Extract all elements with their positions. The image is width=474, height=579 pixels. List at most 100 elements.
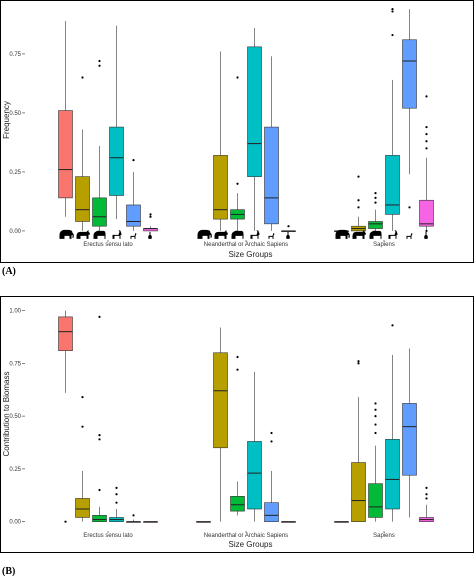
bison-icon (231, 230, 244, 239)
outlier-point (391, 324, 394, 327)
box-group (334, 521, 349, 523)
outlier-point (149, 213, 152, 216)
outlier-point (98, 59, 101, 63)
outlier-point (357, 360, 360, 363)
outlier-point (149, 215, 152, 218)
box-group (402, 348, 417, 518)
box (247, 46, 262, 177)
y-tick-label: 0.25 (9, 170, 21, 176)
y-tick-label: 0.50 (9, 414, 21, 420)
y-tick-label: 1.00 (9, 309, 21, 315)
y-tick-label: 0.25 (9, 467, 21, 473)
box (385, 439, 400, 510)
box (368, 483, 383, 518)
outlier-point (391, 10, 394, 13)
outlier-point (374, 196, 377, 199)
box-group (143, 213, 158, 232)
y-tick-label: 0.50 (9, 111, 21, 117)
hare-icon (148, 231, 152, 239)
outlier-point (236, 182, 239, 185)
hare-icon (286, 231, 290, 239)
box-group (402, 9, 417, 209)
outlier-point (425, 486, 428, 489)
outlier-point (374, 415, 377, 418)
box-group (75, 76, 90, 231)
bison-icon (93, 230, 106, 239)
outlier-point (98, 488, 101, 492)
panel-a-chart: 0.00 0.25 0.50 0.75 Frequency Erectus sensu l… (0, 0, 474, 263)
box (368, 221, 383, 229)
outlier-point (287, 225, 290, 228)
box (126, 204, 141, 227)
box-group (230, 355, 245, 516)
outlier-point (425, 229, 428, 233)
elephant-icon (335, 229, 350, 239)
outlier-point (425, 95, 428, 98)
box (247, 441, 262, 510)
box-group (385, 324, 400, 522)
box (213, 352, 228, 449)
elephant-icon (197, 229, 212, 239)
outlier-point (425, 493, 428, 496)
y-tick-label: 0.00 (9, 520, 21, 526)
box (385, 155, 400, 215)
x-tick-label: Sapiens (373, 242, 395, 248)
outlier-point (425, 497, 428, 500)
box-group (126, 514, 141, 523)
panel-b-chart: 0.00 0.25 0.50 0.75 1.00 Contribution to Biom… (0, 296, 474, 553)
box-group (126, 159, 141, 231)
box-group (368, 192, 383, 231)
outlier-point (115, 493, 118, 496)
box-group (351, 360, 366, 522)
outlier-point (374, 423, 377, 426)
outlier-point (64, 520, 67, 523)
panel-label-a: (A) (2, 266, 16, 277)
outlier-point (81, 425, 84, 428)
box-group (247, 27, 262, 231)
box-group (75, 396, 90, 522)
y-tick-label: 0.00 (9, 229, 21, 235)
box (402, 39, 417, 109)
outlier-point (132, 514, 135, 517)
outlier-point (374, 408, 377, 411)
outlier-point (132, 159, 135, 162)
box-group (92, 59, 107, 231)
box-group (58, 20, 73, 217)
y-tick-label: 0.75 (9, 52, 21, 58)
outlier-point (81, 76, 84, 79)
panel-label-b: (B) (2, 566, 16, 577)
box (351, 462, 366, 522)
antelope-icon (268, 232, 275, 239)
rhino-icon (214, 229, 228, 239)
box (75, 176, 90, 222)
box-group (196, 521, 211, 523)
antelope-icon (406, 232, 413, 239)
x-tick-label: Erectus sensu lato (83, 242, 133, 248)
x-tick-label: Neanderthal or Archaic Sapiens (204, 242, 288, 248)
outlier-point (98, 64, 101, 67)
box-group (92, 315, 107, 522)
box-group (213, 327, 228, 522)
outlier-point (236, 76, 239, 79)
outlier-point (374, 431, 377, 435)
outlier-point (374, 402, 377, 405)
rhino-icon (352, 229, 366, 239)
outlier-point (374, 201, 377, 204)
box (92, 515, 107, 522)
y-tick-label: 0.75 (9, 361, 21, 367)
box-group (143, 521, 158, 523)
box-group (264, 56, 279, 231)
box-group (385, 7, 400, 231)
outlier-point (357, 206, 360, 209)
outlier-point (98, 434, 101, 437)
deer-icon (250, 229, 260, 239)
outlier-point (425, 125, 428, 129)
box (58, 110, 73, 199)
y-axis-title: Contribution to Biomass (2, 372, 11, 457)
box-group (419, 95, 434, 233)
bison-icon (369, 230, 382, 239)
outlier-point (98, 315, 101, 318)
box-group (213, 51, 228, 231)
outlier-point (270, 431, 273, 435)
